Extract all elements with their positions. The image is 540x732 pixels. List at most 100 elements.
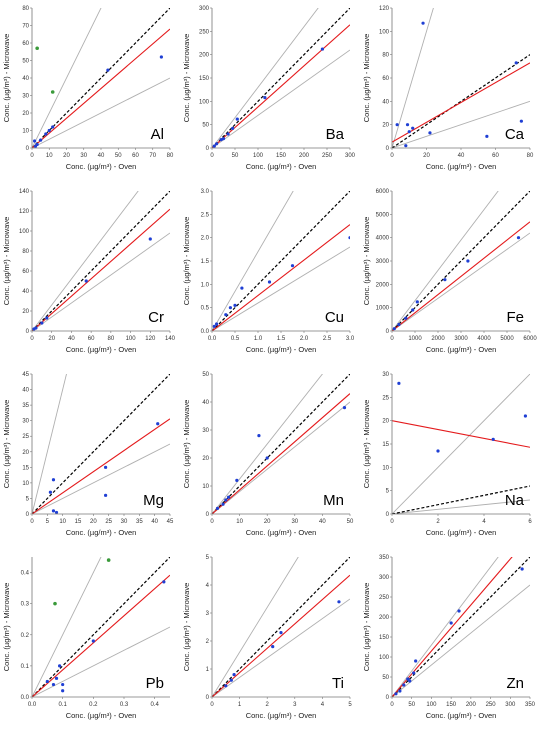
plot-area <box>32 191 170 331</box>
data-point-3 <box>402 683 406 687</box>
y-tick-label: 60 <box>382 76 389 82</box>
data-point-3 <box>224 313 228 317</box>
data-point-7 <box>91 639 95 643</box>
chart-mn: 0 10 20 30 40 50 0 10 20 30 40 50 Conc. (µg/m³) - Ov… <box>182 372 354 537</box>
x-tick-label: 20 <box>63 153 70 159</box>
ratio-bound-line-1 <box>32 232 170 331</box>
data-point-2 <box>404 144 408 148</box>
ratio-bound-line-1 <box>32 77 170 148</box>
data-point-7 <box>235 117 239 121</box>
y-tick-label: 300 <box>199 6 210 12</box>
x-tick-label: 40 <box>151 519 158 525</box>
one-to-one-line <box>212 374 350 514</box>
y-axis-label: Conc. (µg/m³) - Microwave <box>362 217 371 306</box>
x-axis-label: Conc. (µg/m³) - Oven <box>246 345 317 354</box>
y-tick-label: 5 <box>206 555 210 561</box>
y-tick-label: 350 <box>379 555 390 561</box>
x-tick-label: 6000 <box>523 336 537 342</box>
data-point-7 <box>414 659 418 663</box>
y-tick-label: 35 <box>22 403 29 409</box>
data-point-10 <box>520 567 524 571</box>
y-tick-label: 0 <box>386 512 390 518</box>
data-point-9 <box>457 609 461 613</box>
x-tick-label: 150 <box>446 702 457 708</box>
x-axis-label: Conc. (µg/m³) - Oven <box>246 162 317 171</box>
y-tick-label: 40 <box>382 99 389 105</box>
regression-line <box>212 393 350 514</box>
x-tick-label: 2 <box>266 702 270 708</box>
data-point-2 <box>398 689 402 693</box>
one-to-one-line <box>212 8 350 148</box>
y-tick-label: 50 <box>22 59 29 65</box>
x-tick-label: 30 <box>291 519 298 525</box>
y-tick-label: 40 <box>22 388 29 394</box>
data-point-6 <box>47 128 51 133</box>
regression-line <box>392 221 530 331</box>
y-tick-label: 25 <box>22 434 29 440</box>
x-tick-label: 0 <box>30 336 34 342</box>
y-tick-label: 0 <box>206 695 210 701</box>
data-point-1 <box>45 679 49 684</box>
element-label: Ba <box>326 126 345 143</box>
element-label: Pb <box>146 675 164 692</box>
y-axis-label: Conc. (µg/m³) - Microwave <box>182 217 191 306</box>
x-tick-label: 0 <box>30 153 34 159</box>
one-to-one-line <box>212 557 350 697</box>
regression-line <box>212 224 350 331</box>
y-tick-label: 3000 <box>376 259 390 265</box>
x-axis-label: Conc. (µg/m³) - Oven <box>66 345 137 354</box>
chart-pb: 0.0 0.1 0.2 0.3 0.4 0.0 0.1 0.2 0.3 0.4 Conc. (µg/… <box>2 557 170 720</box>
element-label: Al <box>151 126 164 143</box>
y-tick-label: 30 <box>22 419 29 425</box>
y-tick-label: 50 <box>202 123 209 129</box>
x-axis-label: Conc. (µg/m³) - Oven <box>66 528 137 537</box>
x-tick-label: 1000 <box>408 336 422 342</box>
y-tick-label: 200 <box>199 53 210 59</box>
y-tick-label: 5 <box>26 496 30 502</box>
data-point-8 <box>162 580 166 584</box>
y-tick-label: 2.5 <box>201 212 210 218</box>
x-tick-label: 0 <box>210 153 214 159</box>
chart-ti: 0 1 2 3 4 5 0 1 2 3 4 5 Conc. (µg/m³) - Oven Conc. (µ… <box>182 555 352 720</box>
y-tick-label: 120 <box>379 6 390 12</box>
one-to-one-line <box>392 485 530 514</box>
data-point-7 <box>466 259 470 263</box>
y-tick-label: 4000 <box>376 236 390 242</box>
element-label: Cu <box>325 309 344 326</box>
y-tick-label: 5000 <box>376 212 390 218</box>
y-tick-label: 20 <box>382 123 389 129</box>
x-tick-label: 40 <box>458 153 465 159</box>
one-to-one-line <box>392 54 530 148</box>
data-point-4 <box>45 316 49 320</box>
plot-area <box>212 374 350 514</box>
x-tick-label: 0.0 <box>208 336 217 342</box>
y-tick-label: 150 <box>199 76 210 82</box>
x-tick-label: 250 <box>486 702 497 708</box>
regression-line <box>392 420 530 448</box>
data-point-6 <box>148 237 152 241</box>
y-tick-label: 1.5 <box>201 259 210 265</box>
data-point-9 <box>348 236 350 240</box>
y-tick-label: 2000 <box>376 282 390 288</box>
ratio-bound-line-2 <box>212 8 319 148</box>
ratio-bound-line-1 <box>212 598 350 697</box>
ratio-bound-line-1 <box>212 246 350 331</box>
y-axis-label: Conc. (µg/m³) - Microwave <box>2 217 11 306</box>
data-point-5 <box>415 300 419 304</box>
y-tick-label: 5 <box>386 489 390 495</box>
data-point-6 <box>61 682 65 687</box>
ratio-bound-line-2 <box>32 374 67 514</box>
element-label: Cr <box>148 309 164 326</box>
x-tick-label: 20 <box>48 336 55 342</box>
regression-line <box>32 418 170 514</box>
data-point-1 <box>212 324 216 328</box>
y-tick-label: 1000 <box>376 306 390 312</box>
data-point-6 <box>412 671 416 675</box>
data-point-6 <box>443 278 447 282</box>
chart-na: 0 2 4 6 0 5 10 15 20 25 30 Conc. (µg/m³) - Oven Conc… <box>362 372 532 537</box>
y-tick-label: 0 <box>26 146 30 152</box>
y-tick-label: 50 <box>382 675 389 681</box>
y-tick-label: 3.0 <box>201 189 210 195</box>
data-point-1 <box>397 381 401 385</box>
x-tick-label: 0 <box>390 519 394 525</box>
